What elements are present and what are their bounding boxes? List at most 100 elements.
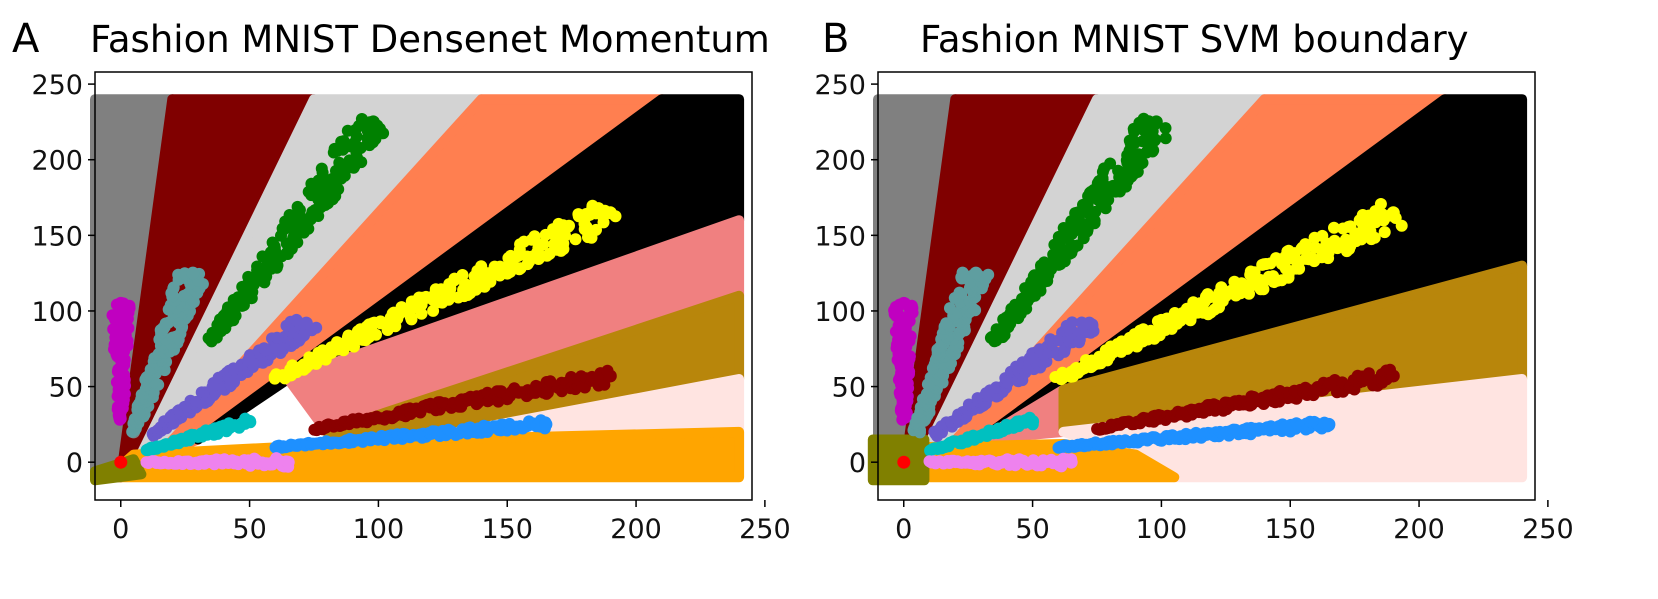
scatter-point xyxy=(475,260,488,273)
panel-letter: B xyxy=(822,16,849,62)
scatter-series xyxy=(984,112,1172,348)
y-tick-label: 0 xyxy=(66,448,83,479)
scatter-point xyxy=(969,266,983,280)
scatter-series xyxy=(126,266,209,438)
x-tick-label: 200 xyxy=(1393,514,1445,545)
scatter-series xyxy=(140,412,257,457)
scatter-point xyxy=(1137,112,1150,125)
x-tick-label: 150 xyxy=(1264,514,1316,545)
scatter-point xyxy=(603,206,617,220)
chart-title: Fashion MNIST SVM boundary xyxy=(920,18,1469,61)
y-tick-label: 150 xyxy=(814,221,866,252)
scatter-series xyxy=(269,414,553,454)
scatter-point xyxy=(563,219,575,232)
y-tick-label: 200 xyxy=(814,146,866,177)
x-tick-label: 100 xyxy=(353,514,405,545)
scatter-point xyxy=(956,266,969,279)
scatter-point xyxy=(1386,206,1400,220)
scatter-point xyxy=(528,230,541,243)
x-tick-label: 50 xyxy=(232,514,266,545)
scatter-series xyxy=(923,452,1078,473)
scatter-point xyxy=(1159,122,1172,135)
plot-area: 0 50 100 150 200 250 0 50 100 150 200 250 xyxy=(814,70,1573,545)
scatter-point xyxy=(1316,229,1329,242)
scatter-point xyxy=(944,302,956,315)
scatter-point xyxy=(114,296,128,310)
scatter-point xyxy=(456,269,469,281)
scatter-point xyxy=(251,260,264,273)
scatter-point xyxy=(603,369,617,383)
y-tick-label: 150 xyxy=(31,221,83,252)
scatter-point xyxy=(1305,251,1318,264)
plot-area: 0 50 100 150 200 250 0 50 100 150 200 250 xyxy=(31,70,790,545)
scatter-point xyxy=(537,238,550,251)
scatter-point xyxy=(1201,288,1214,301)
scatter-point xyxy=(1038,256,1051,269)
scatter-point xyxy=(427,304,440,317)
x-tick-label: 50 xyxy=(1015,514,1049,545)
scatter-point xyxy=(283,209,296,221)
scatter-series xyxy=(308,364,617,437)
scatter-point xyxy=(374,315,387,328)
chart-title: Fashion MNIST Densenet Momentum xyxy=(90,18,770,61)
scatter-series xyxy=(1049,198,1408,386)
x-tick-label: 100 xyxy=(1136,514,1188,545)
scatter-point xyxy=(940,317,953,330)
scatter-point xyxy=(1026,414,1040,428)
panel-letter: A xyxy=(12,16,40,62)
scatter-series xyxy=(1091,363,1400,436)
axes-frame xyxy=(94,71,753,501)
scatter-point xyxy=(1159,132,1172,145)
scatter-point xyxy=(1378,226,1391,239)
y-tick-label: 200 xyxy=(31,146,83,177)
scatter-point xyxy=(1248,266,1261,279)
y-tick-label: 250 xyxy=(31,70,83,101)
x-tick-label: 250 xyxy=(739,514,791,545)
scatter-point xyxy=(1082,316,1096,330)
x-tick-label: 150 xyxy=(481,514,533,545)
scatter-point xyxy=(1322,417,1336,431)
y-tick-label: 100 xyxy=(31,297,83,328)
x-tick-label: 200 xyxy=(610,514,662,545)
scatter-point xyxy=(1066,316,1079,329)
y-tick-label: 50 xyxy=(832,373,866,404)
scatter-series xyxy=(888,296,919,426)
y-tick-label: 50 xyxy=(49,373,83,404)
scatter-point xyxy=(1112,164,1125,177)
scatter-point xyxy=(1127,134,1140,147)
axes-frame xyxy=(877,71,1536,501)
scatter-point xyxy=(590,223,602,236)
scatter-point xyxy=(953,286,966,299)
scatter-series xyxy=(202,113,390,348)
scatter-point xyxy=(569,233,582,246)
scatter-series xyxy=(924,411,1040,457)
scatter-point xyxy=(186,266,200,280)
scatter-point xyxy=(366,115,380,129)
scatter-point xyxy=(1386,369,1400,383)
scatter-point xyxy=(897,455,911,469)
scatter-point xyxy=(1299,238,1312,251)
scatter-series xyxy=(1052,415,1336,454)
scatter-point xyxy=(242,270,255,283)
scatter-point xyxy=(1344,220,1357,233)
scatter-point xyxy=(310,321,323,334)
scatter-series xyxy=(907,266,995,439)
x-tick-label: 0 xyxy=(112,514,129,545)
scatter-point xyxy=(897,296,911,310)
x-tick-label: 250 xyxy=(1522,514,1574,545)
scatter-point xyxy=(281,455,295,469)
scatter-point xyxy=(315,162,328,175)
scatter-series xyxy=(146,313,323,442)
y-tick-label: 0 xyxy=(849,448,866,479)
scatter-point xyxy=(290,313,303,326)
panel-b: B Fashion MNIST SVM boundary 0 50 100 150 20… xyxy=(814,16,1573,545)
scatter-point xyxy=(333,156,346,169)
scatter-series xyxy=(114,455,128,469)
y-tick-label: 250 xyxy=(814,70,866,101)
panel-a: A Fashion MNIST Densenet Momentum 0 50 100… xyxy=(12,16,791,545)
x-tick-label: 0 xyxy=(895,514,912,545)
scatter-point xyxy=(539,417,553,431)
scatter-series xyxy=(106,296,136,426)
scatter-point xyxy=(1064,455,1078,469)
